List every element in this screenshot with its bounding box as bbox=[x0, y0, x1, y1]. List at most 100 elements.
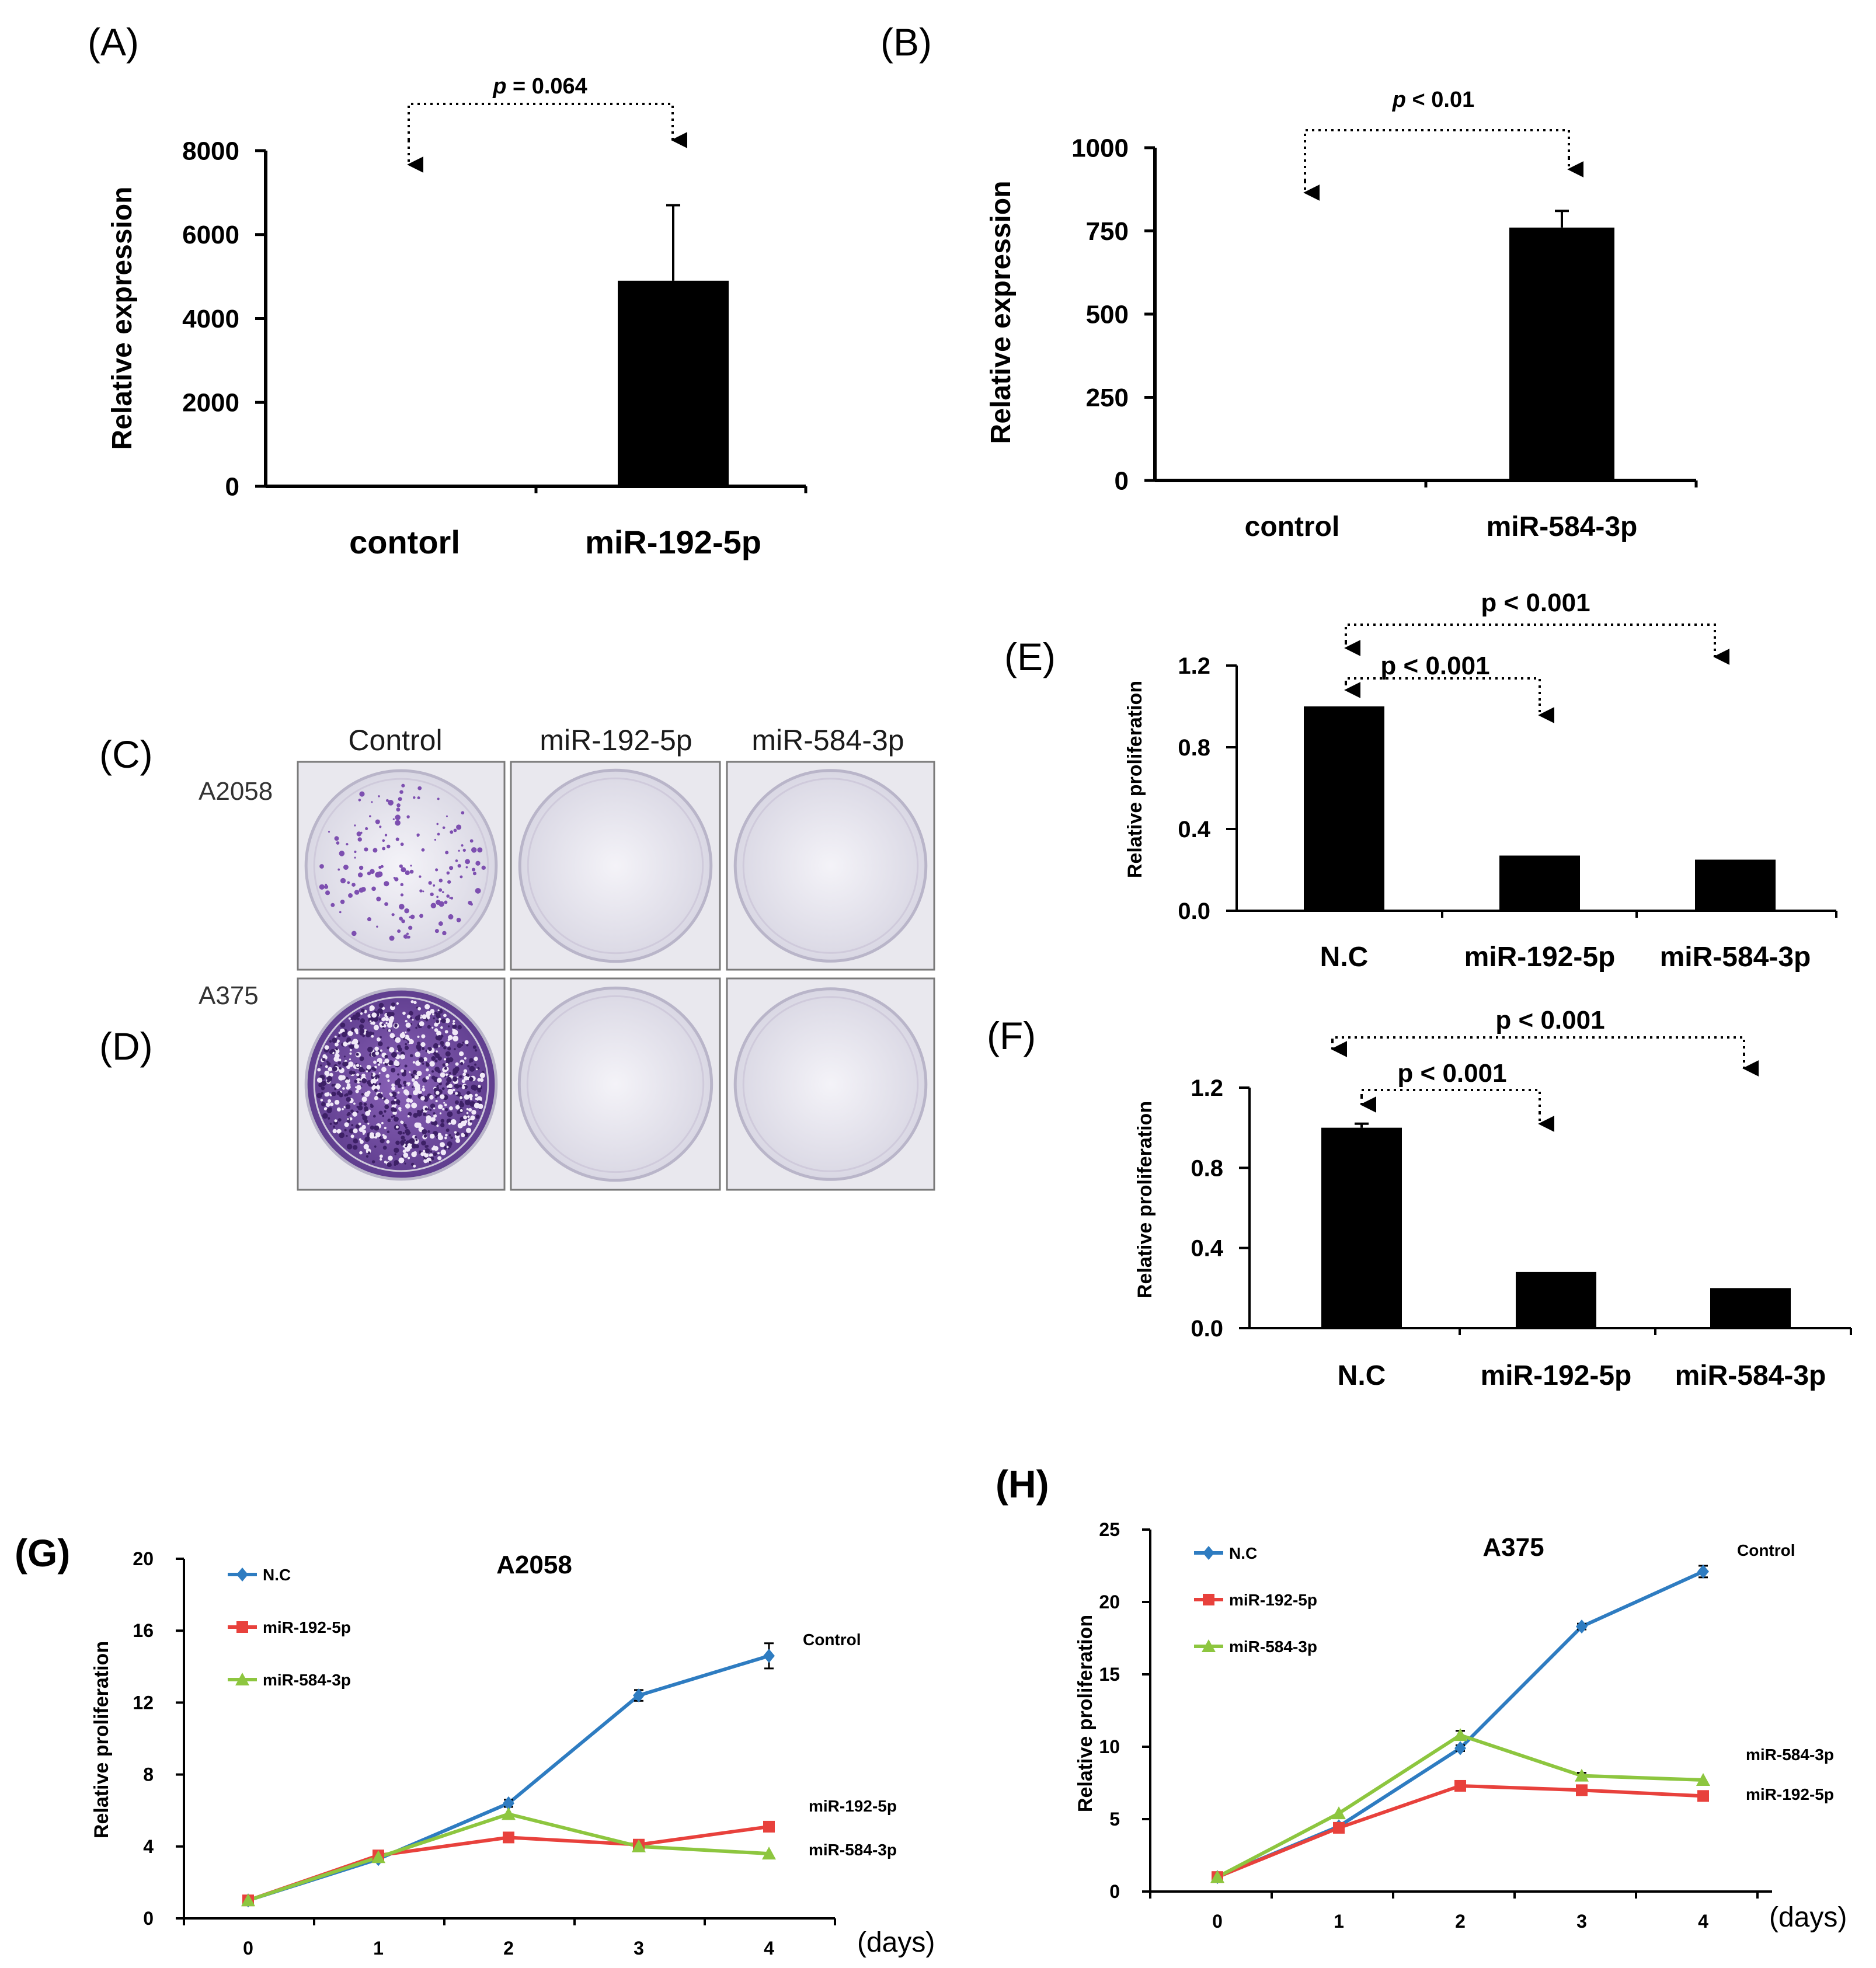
plate-r1-c0-colony-722 bbox=[411, 1151, 417, 1158]
plate-r0-c0-colony-6 bbox=[346, 842, 349, 846]
plate-r1-c0-colony-75 bbox=[350, 1019, 352, 1022]
plate-r1-c0-colony-422 bbox=[327, 1062, 331, 1066]
plate-r1-c0-colony-563 bbox=[423, 1152, 429, 1158]
g-point-mir-584-3p-4 bbox=[762, 1847, 776, 1860]
plate-r1-c0-colony-187 bbox=[382, 1114, 385, 1117]
plate-r1-c0-colony-758 bbox=[389, 1047, 395, 1053]
plate-r1-c0-colony-507 bbox=[387, 1046, 390, 1050]
plate-r0-c0-colony-155 bbox=[410, 865, 412, 867]
e-y-tick-label-3: 1.2 bbox=[1178, 653, 1210, 679]
plate-r1-c0-colony-218 bbox=[350, 1109, 354, 1113]
plate-r0-c0-colony-140 bbox=[471, 847, 477, 853]
plate-r1-c0-colony-797 bbox=[397, 1091, 400, 1094]
plate-r1-c0-colony-887 bbox=[329, 1050, 333, 1054]
plate-r1-c0-colony-643 bbox=[466, 1112, 469, 1114]
plate-r1-c2-dish-rim bbox=[742, 996, 919, 1172]
plate-r1-c0-colony-690 bbox=[335, 1042, 339, 1047]
plate-r1-c0-colony-704 bbox=[391, 1083, 395, 1087]
plate-r0-c0-colony-26 bbox=[398, 797, 402, 802]
g-point-mir-192-5p-4 bbox=[763, 1820, 775, 1833]
plate-r1-c0-colony-751 bbox=[387, 1119, 391, 1123]
plate-r1-c0-colony-347 bbox=[469, 1058, 474, 1063]
plate-r1-c0-colony-81 bbox=[361, 1093, 364, 1096]
plate-r0-c0-colony-85 bbox=[469, 839, 474, 843]
plate-r1-c0-colony-750 bbox=[413, 1164, 416, 1168]
plate-r1-c0-colony-846 bbox=[339, 1085, 342, 1087]
plate-r1-c0-colony-755 bbox=[356, 1064, 360, 1067]
panel-label-g: (G) bbox=[15, 1531, 70, 1575]
plate-r0-c0-colony-156 bbox=[408, 925, 413, 930]
plate-r1-c0-colony-319 bbox=[367, 1123, 370, 1125]
plate-r1-c0-colony-821 bbox=[347, 1090, 353, 1095]
plate-r1-c0-colony-366 bbox=[372, 1074, 375, 1077]
plate-r1-c0-colony-581 bbox=[479, 1109, 481, 1111]
h-legend-label-mir-584-3p: miR-584-3p bbox=[1229, 1638, 1317, 1656]
plate-r1-c0-colony-590 bbox=[336, 1091, 342, 1096]
plate-r1-c0-colony-328 bbox=[349, 1128, 354, 1134]
plate-r1-c0-colony-898 bbox=[405, 1022, 411, 1028]
plate-r1-c0-colony-342 bbox=[447, 1034, 453, 1040]
a-y-tick-label-4: 8000 bbox=[182, 137, 239, 165]
plate-r1-c0-colony-826 bbox=[412, 1061, 416, 1064]
plate-r0-c0-colony-129 bbox=[397, 929, 401, 933]
plate-r1-c0-colony-208 bbox=[355, 1124, 360, 1128]
plate-r1-c0-colony-689 bbox=[437, 1156, 442, 1161]
g-y-tick-label-5: 20 bbox=[133, 1548, 154, 1569]
plate-r1-c0-colony-769 bbox=[455, 1084, 460, 1089]
plate-r1-c0-colony-110 bbox=[425, 1075, 430, 1080]
plate-r1-c0-colony-416 bbox=[398, 1107, 402, 1110]
plate-r1-c0-colony-706 bbox=[420, 1152, 425, 1157]
plate-r1-c0-colony-315 bbox=[464, 1099, 471, 1106]
plate-r1-c0-colony-358 bbox=[394, 1160, 399, 1165]
plate-r1-c0-colony-577 bbox=[470, 1115, 475, 1120]
plate-r1-c0-colony-539 bbox=[479, 1072, 485, 1078]
plate-r1-c0-colony-261 bbox=[350, 1134, 354, 1138]
e-bar-mir-192-5p bbox=[1499, 855, 1580, 911]
plate-r0-c0-colony-33 bbox=[370, 869, 375, 875]
plate-r1-c0-colony-813 bbox=[429, 1095, 434, 1100]
g-legend-label-n-c: N.C bbox=[263, 1566, 291, 1584]
plate-r1-c0-colony-168 bbox=[476, 1068, 478, 1071]
plate-r0-c0-colony-101 bbox=[400, 883, 404, 886]
g-legend-marker-mir-584-3p bbox=[235, 1673, 249, 1685]
plate-r1-c0-colony-523 bbox=[386, 1140, 390, 1144]
plate-r1-c0-colony-213 bbox=[385, 1074, 390, 1078]
plate-r1-c0-colony-126 bbox=[429, 1153, 433, 1158]
plate-r0-c0-colony-47 bbox=[395, 814, 401, 820]
plate-r1-c0-colony-457 bbox=[349, 1052, 352, 1055]
plate-r1-c0-colony-94 bbox=[325, 1065, 328, 1068]
plate-r1-c0-colony-660 bbox=[326, 1060, 329, 1063]
plate-r1-c0-colony-537 bbox=[347, 1030, 353, 1036]
plate-r1-c0-colony-737 bbox=[414, 1075, 419, 1079]
plate-r1-c0-colony-11 bbox=[469, 1100, 476, 1107]
plate-r1-c0-colony-613 bbox=[395, 1140, 400, 1145]
plate-r0-c0-colony-60 bbox=[377, 871, 383, 877]
g-legend-label-mir-192-5p: miR-192-5p bbox=[263, 1618, 351, 1636]
panel-e-p-value-inner: p < 0.001 bbox=[1380, 652, 1489, 680]
g-point-n-c-4 bbox=[763, 1649, 775, 1663]
plate-r1-c0-colony-64 bbox=[377, 1061, 380, 1064]
plate-r1-c0-colony-156 bbox=[443, 1146, 447, 1150]
plate-r1-c0-colony-573 bbox=[340, 1075, 346, 1080]
plate-r1-c0-colony-620 bbox=[417, 1047, 422, 1051]
plate-r1-c0-colony-580 bbox=[356, 1053, 359, 1056]
plate-r1-c0-colony-730 bbox=[387, 1130, 390, 1134]
plate-r0-c0-colony-14 bbox=[470, 903, 473, 906]
plate-r1-c0-colony-632 bbox=[434, 1148, 437, 1151]
plate-r1-c0-colony-822 bbox=[335, 1053, 340, 1058]
plate-r1-c0-colony-831 bbox=[391, 1002, 396, 1007]
plate-r1-c0-colony-612 bbox=[401, 1135, 405, 1140]
plate-r1-c0-colony-103 bbox=[443, 1046, 447, 1050]
plate-r1-c0-colony-747 bbox=[359, 1102, 363, 1106]
f-y-tick-label-2: 0.8 bbox=[1191, 1155, 1223, 1181]
panel-b-y-label: Relative expression bbox=[986, 181, 1017, 444]
b-y-tick-label-1: 250 bbox=[1086, 384, 1129, 412]
plate-r0-c0-colony-114 bbox=[328, 831, 330, 833]
plate-r1-c0-colony-724 bbox=[402, 1131, 405, 1134]
plate-r1-c0-colony-554 bbox=[405, 1043, 408, 1046]
plate-r1-c0-colony-835 bbox=[396, 1002, 399, 1005]
h-legend-marker-mir-584-3p bbox=[1202, 1639, 1216, 1652]
